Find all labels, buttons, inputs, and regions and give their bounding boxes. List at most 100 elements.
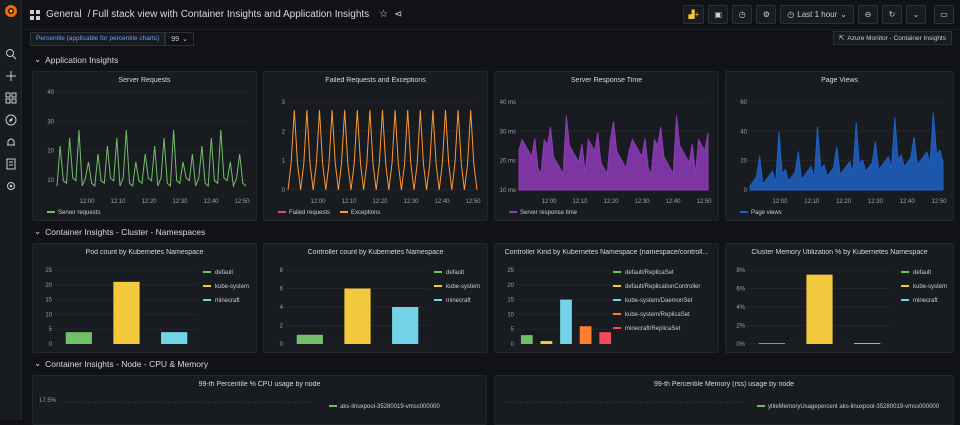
x-axis-tick: 12:50 <box>465 199 481 205</box>
panel-cpu-by-node[interactable]: 99-th Percentile % CPU usage by node 17.… <box>32 375 487 425</box>
percentile-variable-select[interactable]: 99 ⌄ <box>165 32 194 46</box>
share-icon[interactable]: ⋖ <box>394 9 403 20</box>
explore-icon[interactable] <box>5 114 17 126</box>
y-axis-tick: 10 <box>507 312 514 318</box>
legend-item[interactable]: Server response time <box>509 210 577 216</box>
legend-item[interactable]: minecraft/ReplicaSet <box>613 326 700 332</box>
panel-server-response-time[interactable]: Server Response Time 10 ms 20 ms 30 ms 40 m… <box>494 71 719 221</box>
panel-legend: Server response time <box>509 210 577 216</box>
legend-item[interactable]: Exceptions <box>340 210 380 216</box>
document-icon[interactable] <box>5 158 17 170</box>
bar <box>161 332 188 344</box>
legend-item[interactable]: ytileMemoryUsagepercent aks-linuxpool-35… <box>757 404 939 410</box>
panel-controller-kind[interactable]: Controller Kind by Kubernetes Namespace … <box>494 243 719 353</box>
legend-label: ytileMemoryUsagepercent aks-linuxpool-35… <box>768 404 940 410</box>
monitor-icon: ▭ <box>940 10 948 19</box>
legend-item[interactable]: default/ReplicationController <box>613 284 700 290</box>
panel-legend: Server requests <box>47 210 100 216</box>
panel-legend: default kube-system minecraft <box>203 270 249 312</box>
dashboard-header: General / Full stack view with Container… <box>22 0 960 30</box>
legend-swatch <box>203 285 211 288</box>
zoom-out-button[interactable]: ⊖ <box>858 5 878 24</box>
legend-item[interactable]: kube-system/DaemonSet <box>613 298 700 304</box>
panel-legend: default/ReplicaSet default/ReplicationCon… <box>613 270 700 340</box>
legend-item[interactable]: default/ReplicaSet <box>613 270 700 276</box>
x-axis-tick: 12:40 <box>900 199 916 205</box>
toolbar: ▟+ ▣ ◷ ⚙ ◷ Last 1 hour ⌄ ⊖ ↻ ⌄ ▭ <box>683 5 954 24</box>
azure-monitor-link-label: Azure Monitor - Container Insights <box>847 34 946 42</box>
series-area <box>749 112 944 191</box>
panel-failed-requests[interactable]: Failed Requests and Exceptions 0 1 2 3 12:00… <box>263 71 488 221</box>
series-line <box>287 109 478 191</box>
y-axis-tick: 25 <box>45 268 52 274</box>
x-axis-tick: 12:40 <box>434 199 450 205</box>
legend-item[interactable]: default <box>901 270 947 276</box>
bar <box>579 326 592 344</box>
legend-swatch <box>613 313 621 316</box>
legend-swatch <box>613 299 621 302</box>
breadcrumb-folder[interactable]: General <box>46 9 82 20</box>
time-picker[interactable]: ◷ Last 1 hour ⌄ <box>780 5 854 24</box>
panel-title: 99-th Percentile Memory (rss) usage by n… <box>653 381 795 388</box>
history-button[interactable]: ◷ <box>732 5 753 24</box>
legend-item[interactable]: minecraft <box>434 298 480 304</box>
panel-page-views[interactable]: Page Views 0 20 40 60 12:00 12:10 12:20 12:30 12… <box>725 71 954 221</box>
refresh-button[interactable]: ↻ <box>882 5 902 24</box>
legend-item[interactable]: kube-system <box>203 284 249 290</box>
breadcrumb: General / Full stack view with Container… <box>30 9 403 20</box>
legend-label: kube-system <box>446 284 481 290</box>
plus-icon[interactable] <box>5 70 17 82</box>
dashboard-settings-button[interactable]: ⚙ <box>756 5 777 24</box>
x-axis-tick: 12:10 <box>110 199 126 205</box>
y-axis-tick: 2% <box>736 324 745 330</box>
panel-title: 99-th Percentile % CPU usage by node <box>198 381 321 388</box>
save-button[interactable]: ▣ <box>708 5 729 24</box>
legend-item[interactable]: kube-system/ReplicaSet <box>613 312 700 318</box>
legend-item[interactable]: Failed requests <box>278 210 330 216</box>
add-panel-button[interactable]: ▟+ <box>683 5 705 24</box>
panel-memory-by-node[interactable]: 99-th Percentile Memory (rss) usage by n… <box>494 375 954 425</box>
row-application-insights[interactable]: ⌄ Application Insights <box>34 54 118 65</box>
tv-mode-button[interactable]: ▭ <box>934 5 954 24</box>
y-axis-tick: 17.5% <box>39 398 57 404</box>
legend-label: minecraft <box>215 298 240 304</box>
add-panel-icon: ▟+ <box>688 10 700 19</box>
dashboard-title[interactable]: Full stack view with Container Insights … <box>92 9 370 20</box>
legend-label: default <box>215 270 234 276</box>
legend-swatch <box>434 271 442 274</box>
y-axis-tick: 6 <box>280 287 284 293</box>
panel-controller-count[interactable]: Controller count by Kubernetes Namespace… <box>263 243 488 353</box>
refresh-interval-dropdown[interactable]: ⌄ <box>906 5 926 24</box>
legend-label: default/ReplicaSet <box>625 270 674 276</box>
bar <box>540 341 553 344</box>
legend-item[interactable]: Server requests <box>47 210 100 216</box>
panel-server-requests[interactable]: Server Requests 10 20 30 40 12:00 12:10 12:20 1… <box>32 71 257 221</box>
legend-item[interactable]: aks-linuxpool-35280019-vmss000000 <box>329 404 440 410</box>
legend-item[interactable]: Page views <box>740 210 782 216</box>
y-axis-tick: 0 <box>511 342 515 348</box>
save-icon: ▣ <box>714 10 723 19</box>
legend-item[interactable]: minecraft <box>901 298 947 304</box>
alerting-bell-icon[interactable] <box>5 136 17 148</box>
grafana-logo-icon[interactable] <box>4 4 18 18</box>
zoom-out-icon: ⊖ <box>864 10 872 19</box>
x-axis-tick: 12:00 <box>541 199 557 205</box>
star-icon[interactable]: ☆ <box>379 9 389 20</box>
row-node-cpu-memory[interactable]: ⌄ Container Insights - Node - CPU & Memor… <box>34 358 208 369</box>
legend-item[interactable]: minecraft <box>203 298 249 304</box>
dashboards-icon[interactable] <box>5 92 17 104</box>
panel-pod-count[interactable]: Pod count by Kubernetes Namespace 0 5 10 15… <box>32 243 257 353</box>
legend-item[interactable]: default <box>203 270 249 276</box>
panel-title: Controller count by Kubernetes Namespace <box>307 249 444 256</box>
legend-item[interactable]: default <box>434 270 480 276</box>
row-cluster-namespaces[interactable]: ⌄ Container Insights - Cluster - Namespac… <box>34 226 205 237</box>
azure-monitor-link[interactable]: ⇱ Azure Monitor - Container Insights <box>832 31 952 45</box>
x-axis-tick: 12:10 <box>341 199 357 205</box>
settings-gear-icon[interactable] <box>5 180 17 192</box>
legend-item[interactable]: kube-system <box>901 284 947 290</box>
variables-bar: Percentile (applicable for percentile ch… <box>30 31 960 47</box>
legend-item[interactable]: kube-system <box>434 284 480 290</box>
panel-memory-utilization[interactable]: Cluster Memory Utilization % by Kubernet… <box>725 243 954 353</box>
legend-label: Server response time <box>520 210 578 216</box>
search-icon[interactable] <box>5 48 17 60</box>
